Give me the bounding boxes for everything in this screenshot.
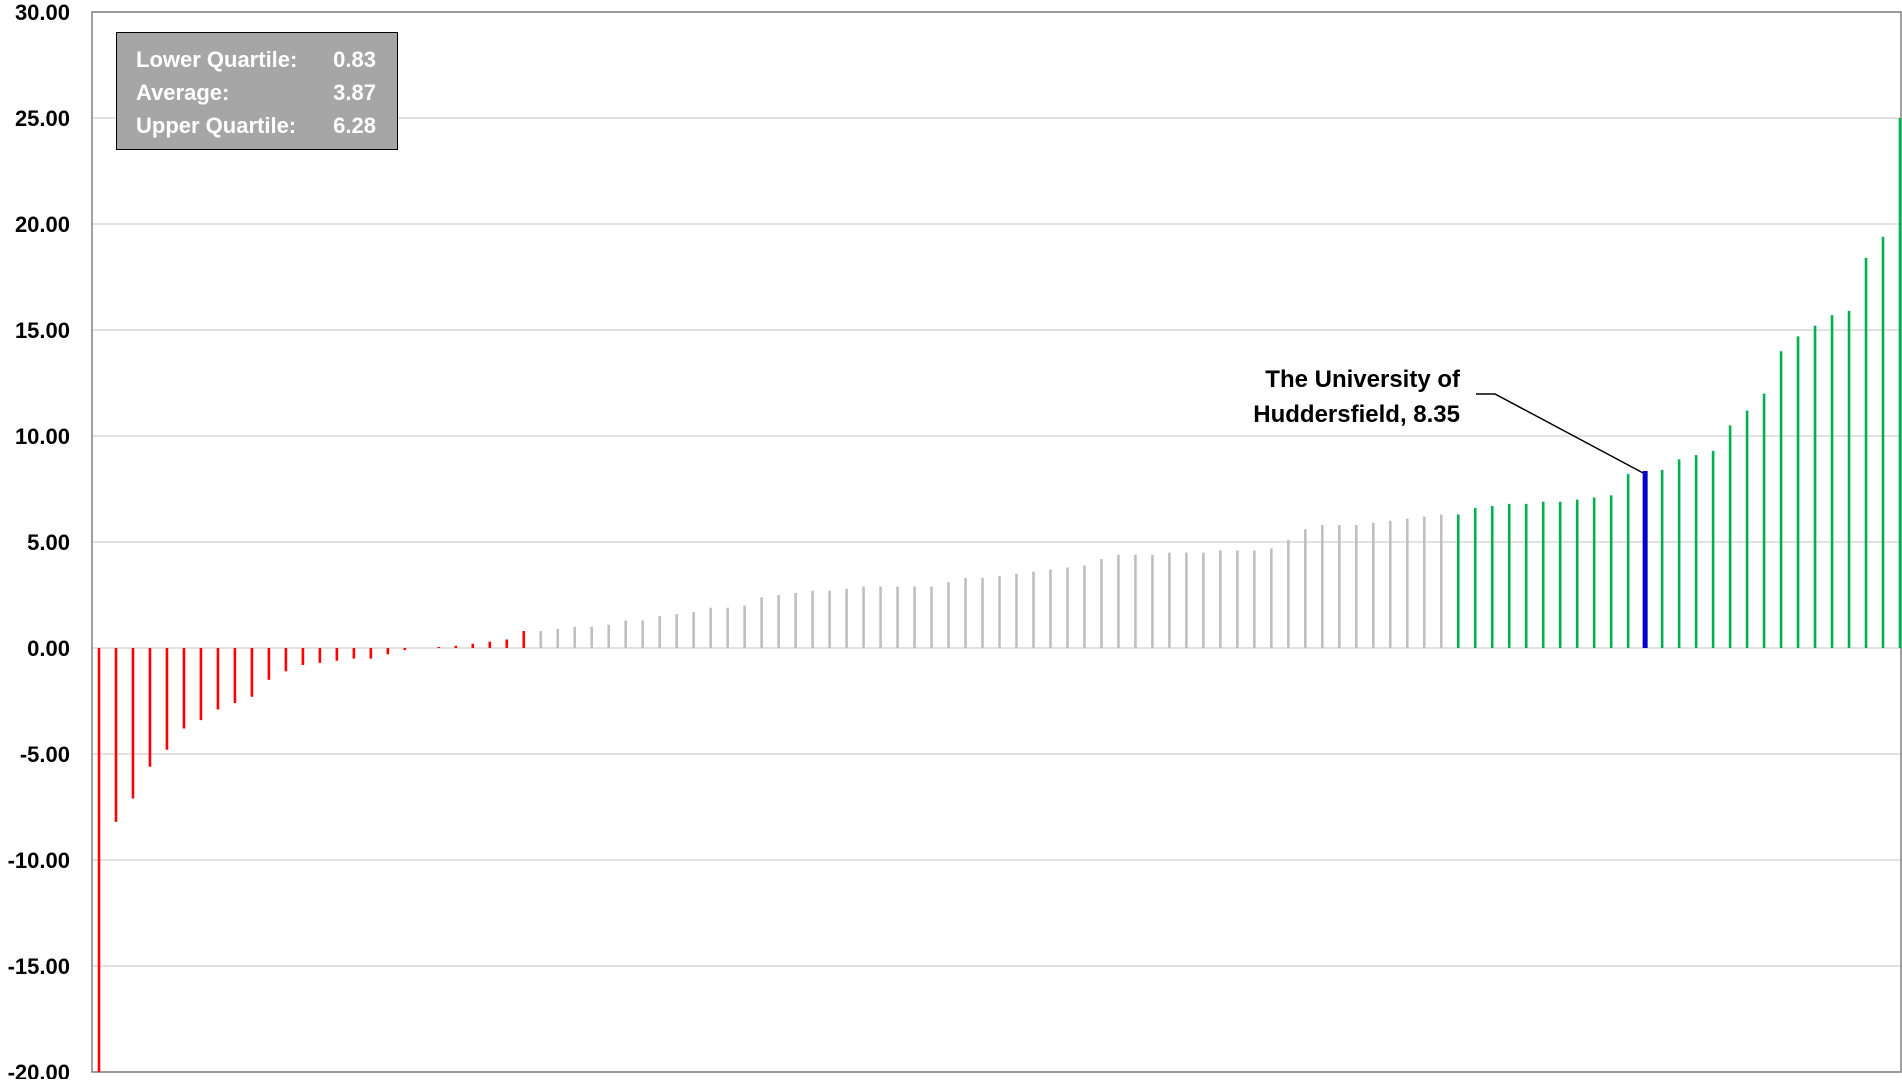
- callout-leader-line: [1476, 393, 1644, 474]
- stat-label: Upper Quartile:: [136, 113, 297, 138]
- y-tick-label: -20.00: [8, 1060, 70, 1079]
- stat-row-upper-quartile: Upper Quartile: 6.28: [136, 109, 397, 142]
- stat-row-lower-quartile: Lower Quartile: 0.83: [136, 43, 397, 76]
- y-tick-label: 5.00: [27, 530, 70, 555]
- callout-line-1: The University of: [1265, 366, 1460, 393]
- y-tick-label: 15.00: [15, 318, 70, 343]
- y-tick-label: 10.00: [15, 424, 70, 449]
- stat-label: Average:: [136, 80, 230, 105]
- y-tick-label: 20.00: [15, 212, 70, 237]
- stat-value: 3.87: [333, 80, 376, 105]
- y-tick-label: 30.00: [15, 0, 70, 25]
- y-tick-label: -5.00: [20, 742, 70, 767]
- stat-row-average: Average: 3.87: [136, 76, 397, 109]
- stat-label: Lower Quartile:: [136, 47, 298, 72]
- quartile-stats-box: Lower Quartile: 0.83 Average: 3.87 Upper…: [116, 32, 398, 150]
- stat-value: 0.83: [333, 47, 376, 72]
- y-tick-label: -15.00: [8, 954, 70, 979]
- y-tick-label: -10.00: [8, 848, 70, 873]
- highlight-callout-label: The University of Huddersfield, 8.35: [1190, 362, 1460, 432]
- y-tick-label: 0.00: [27, 636, 70, 661]
- y-tick-label: 25.00: [15, 106, 70, 131]
- callout-line-2: Huddersfield, 8.35: [1253, 401, 1460, 428]
- stat-value: 6.28: [333, 113, 376, 138]
